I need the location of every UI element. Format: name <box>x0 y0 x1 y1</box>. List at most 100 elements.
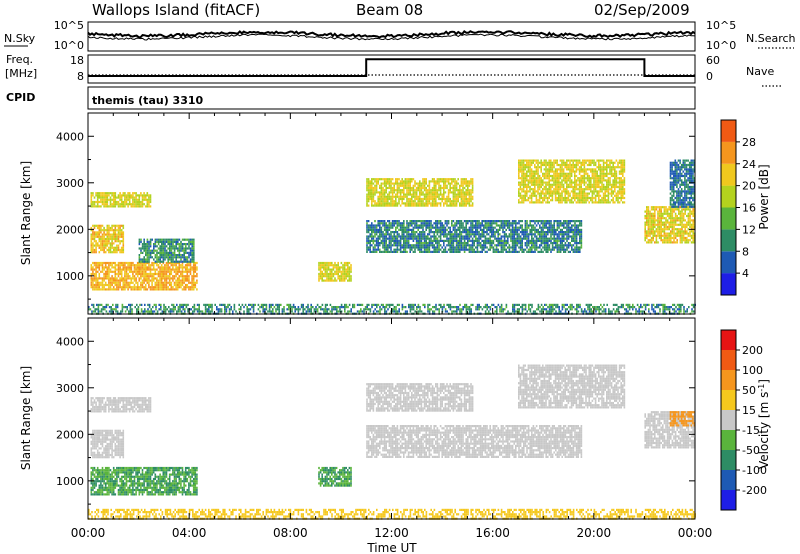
data-cell-6 <box>467 197 469 201</box>
data-cell-2 <box>189 272 192 276</box>
data-cell-1 <box>98 226 101 230</box>
data-cell-3 <box>186 251 189 254</box>
data-cell-6 <box>412 202 415 205</box>
data-cell-2 <box>127 266 129 269</box>
data-cell-7 <box>505 222 507 225</box>
data-cell-4 <box>484 310 487 313</box>
data-cell-7 <box>483 233 485 236</box>
data-cell-7 <box>407 237 410 240</box>
data-cell-3 <box>177 249 179 252</box>
data-cell-7 <box>462 224 464 227</box>
data-cell-5 <box>350 275 352 278</box>
data-cell-5 <box>334 270 336 273</box>
data-cell-4 <box>265 308 268 311</box>
data-cell-7 <box>478 250 480 253</box>
data-cell-6 <box>465 191 467 194</box>
data-cell-3 <box>153 245 155 248</box>
data-cell-4 <box>283 308 285 311</box>
data-cell-7 <box>467 222 469 225</box>
data-cell-2 <box>114 264 117 267</box>
data-cell-7 <box>404 244 407 247</box>
data-cell-7 <box>478 231 480 234</box>
data-cell-7 <box>511 242 514 245</box>
data-cell-4 <box>411 306 413 309</box>
data-cell-2 <box>111 264 113 267</box>
data-cell-7 <box>420 222 423 225</box>
data-cell-3 <box>178 247 181 250</box>
data-cell-7 <box>422 226 424 229</box>
data-cell-7 <box>513 250 515 253</box>
data-cell-3 <box>180 247 182 250</box>
data-cell-4 <box>616 303 618 306</box>
data-cell-3 <box>178 238 181 241</box>
data-cell-7 <box>470 244 472 247</box>
data-cell-7 <box>553 231 555 234</box>
data-cell-3 <box>189 260 192 263</box>
data-cell-2 <box>101 279 104 282</box>
data-cell-4 <box>489 308 492 311</box>
data-cell-2 <box>157 266 160 269</box>
data-cell-4 <box>558 306 560 309</box>
data-cell-6 <box>399 189 402 192</box>
data-cell-7 <box>519 246 522 249</box>
data-cell-7 <box>491 239 493 242</box>
data-cell-7 <box>564 242 567 245</box>
data-cell-7 <box>366 231 368 234</box>
data-cell-6 <box>463 202 466 205</box>
data-cell-7 <box>486 222 488 225</box>
data-cell-7 <box>462 228 464 231</box>
data-cell-7 <box>431 242 434 245</box>
data-cell-2 <box>112 277 115 280</box>
data-cell-7 <box>580 220 583 223</box>
data-cell-5 <box>345 275 347 278</box>
data-cell-4 <box>395 306 397 309</box>
data-cell-7 <box>415 222 418 225</box>
data-cell-3 <box>180 254 182 257</box>
data-cell-7 <box>487 224 490 227</box>
data-cell-2 <box>164 279 166 282</box>
data-cell-4 <box>385 303 388 306</box>
data-cell-4 <box>268 310 271 313</box>
data-cell-4 <box>668 308 671 311</box>
data-cell-2 <box>186 268 189 271</box>
data-cell-6 <box>377 197 379 201</box>
data-cell-0 <box>136 198 139 201</box>
data-cell-4 <box>128 303 130 306</box>
data-cell-3 <box>165 240 168 243</box>
data-cell-6 <box>406 186 408 190</box>
data-cell-1 <box>98 224 101 227</box>
data-cell-6 <box>406 193 408 196</box>
data-cell-6 <box>366 184 368 187</box>
data-cell-3 <box>141 251 144 254</box>
data-cell-7 <box>559 239 562 242</box>
data-cell-4 <box>262 306 264 309</box>
data-cell-4 <box>444 310 447 313</box>
data-cell-4 <box>625 303 628 306</box>
data-cell-6 <box>455 195 458 198</box>
data-cell-4 <box>620 306 623 309</box>
data-cell-7 <box>499 226 501 229</box>
data-cell-4 <box>115 308 117 311</box>
data-cell-4 <box>376 310 378 313</box>
data-cell-7 <box>523 233 525 236</box>
data-cell-6 <box>369 197 371 201</box>
data-cell-4 <box>496 310 498 313</box>
data-cell-2 <box>170 270 173 273</box>
data-cell-7 <box>475 231 477 234</box>
data-cell-0 <box>143 203 145 206</box>
data-cell-0 <box>132 192 134 195</box>
data-cell-7 <box>433 237 435 240</box>
data-cell-6 <box>428 197 431 201</box>
data-cell-6 <box>417 184 419 187</box>
data-cell-7 <box>497 248 499 251</box>
data-cell-5 <box>323 275 325 278</box>
data-cell-7 <box>367 239 370 242</box>
data-cell-0 <box>104 198 107 201</box>
data-cell-6 <box>390 189 392 192</box>
data-cell-4 <box>515 303 517 306</box>
data-cell-6 <box>377 182 379 185</box>
data-cell-7 <box>372 237 375 240</box>
data-cell-7 <box>467 239 469 242</box>
data-cell-1 <box>112 229 115 232</box>
data-cell-7 <box>425 235 427 238</box>
